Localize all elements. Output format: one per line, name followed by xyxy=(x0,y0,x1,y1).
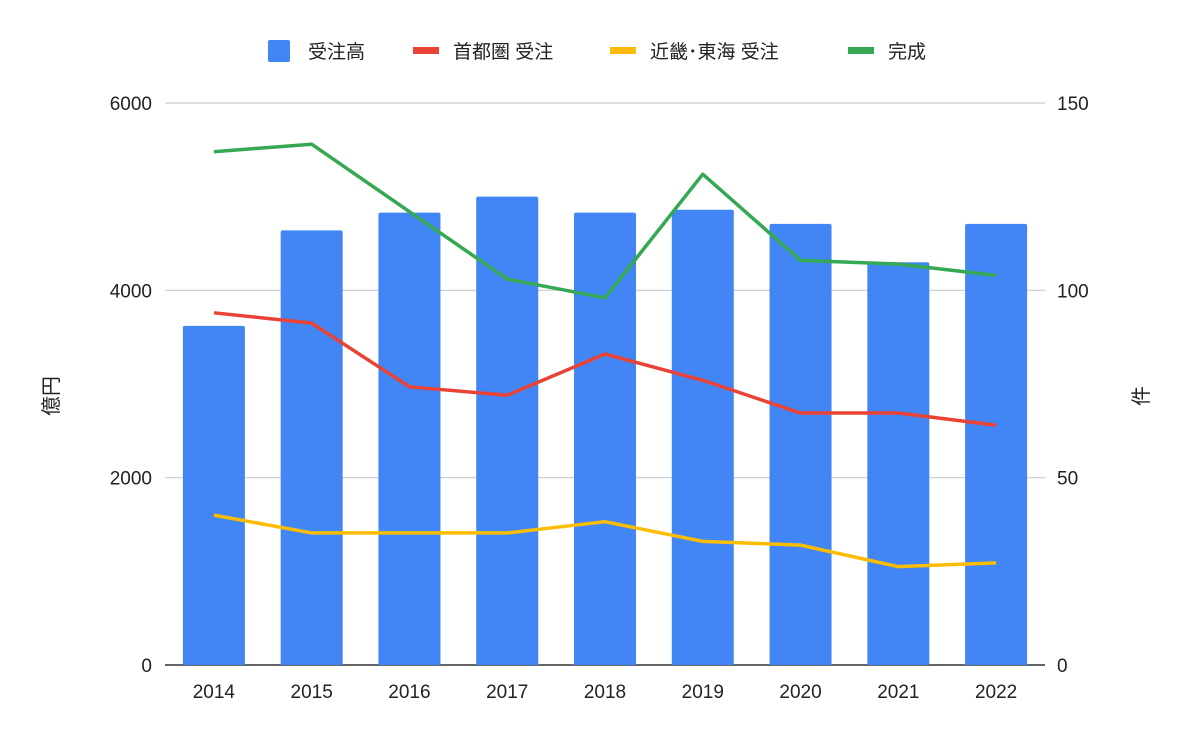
y-tick-label: 6000 xyxy=(110,94,152,115)
x-tick-label: 2016 xyxy=(388,682,430,703)
series-line-3 xyxy=(213,142,997,300)
legend-label: 受注高 xyxy=(308,41,365,63)
x-tick-label: 2015 xyxy=(291,682,333,703)
legend-label: 近畿･東海 受注 xyxy=(650,41,779,63)
series-line-2 xyxy=(213,513,997,569)
legend-swatch xyxy=(610,47,636,54)
x-tick-label: 2021 xyxy=(877,682,919,703)
legend-swatch xyxy=(848,47,874,54)
bars xyxy=(182,196,1028,666)
bar xyxy=(280,230,343,666)
y-axis-title: 億円 xyxy=(40,376,63,416)
y2-tick-label: 0 xyxy=(1057,656,1068,677)
bar xyxy=(867,262,930,665)
legend-label: 首都圏 受注 xyxy=(453,41,553,63)
bar xyxy=(574,212,636,665)
y2-tick-label: 150 xyxy=(1057,94,1089,115)
y2-tick-label: 50 xyxy=(1057,469,1078,490)
legend-swatch xyxy=(413,47,439,54)
legend-label: 完成 xyxy=(888,41,926,63)
bar xyxy=(965,223,1028,665)
lines xyxy=(213,142,997,569)
y-tick-label: 0 xyxy=(141,656,152,677)
y2-axis-title: 件 xyxy=(1130,386,1153,406)
ticks: 0 2000 4000 6000 0 50 100 150 2014 2015 2016 2017 20… xyxy=(110,94,1089,703)
y-tick-label: 4000 xyxy=(110,281,152,302)
legend-item: 受注高 xyxy=(268,40,365,63)
x-tick-label: 2018 xyxy=(584,682,626,703)
y2-tick-label: 100 xyxy=(1057,281,1089,302)
bar xyxy=(378,212,441,665)
legend: 受注高 首都圏 受注 近畿･東海 受注 完成 xyxy=(268,40,926,63)
x-tick-label: 2014 xyxy=(193,682,236,703)
x-tick-label: 2020 xyxy=(779,682,821,703)
bar xyxy=(476,196,539,665)
legend-swatch xyxy=(268,40,290,62)
series-line-1 xyxy=(213,311,997,427)
x-tick-label: 2019 xyxy=(682,682,724,703)
x-tick-label: 2017 xyxy=(486,682,528,703)
bar xyxy=(671,209,734,665)
legend-item: 首都圏 受注 xyxy=(413,41,553,63)
legend-item: 近畿･東海 受注 xyxy=(610,41,779,63)
bar xyxy=(769,223,832,665)
x-tick-label: 2022 xyxy=(975,682,1017,703)
bar xyxy=(182,325,245,665)
legend-item: 完成 xyxy=(848,41,926,63)
y-tick-label: 2000 xyxy=(110,469,152,490)
